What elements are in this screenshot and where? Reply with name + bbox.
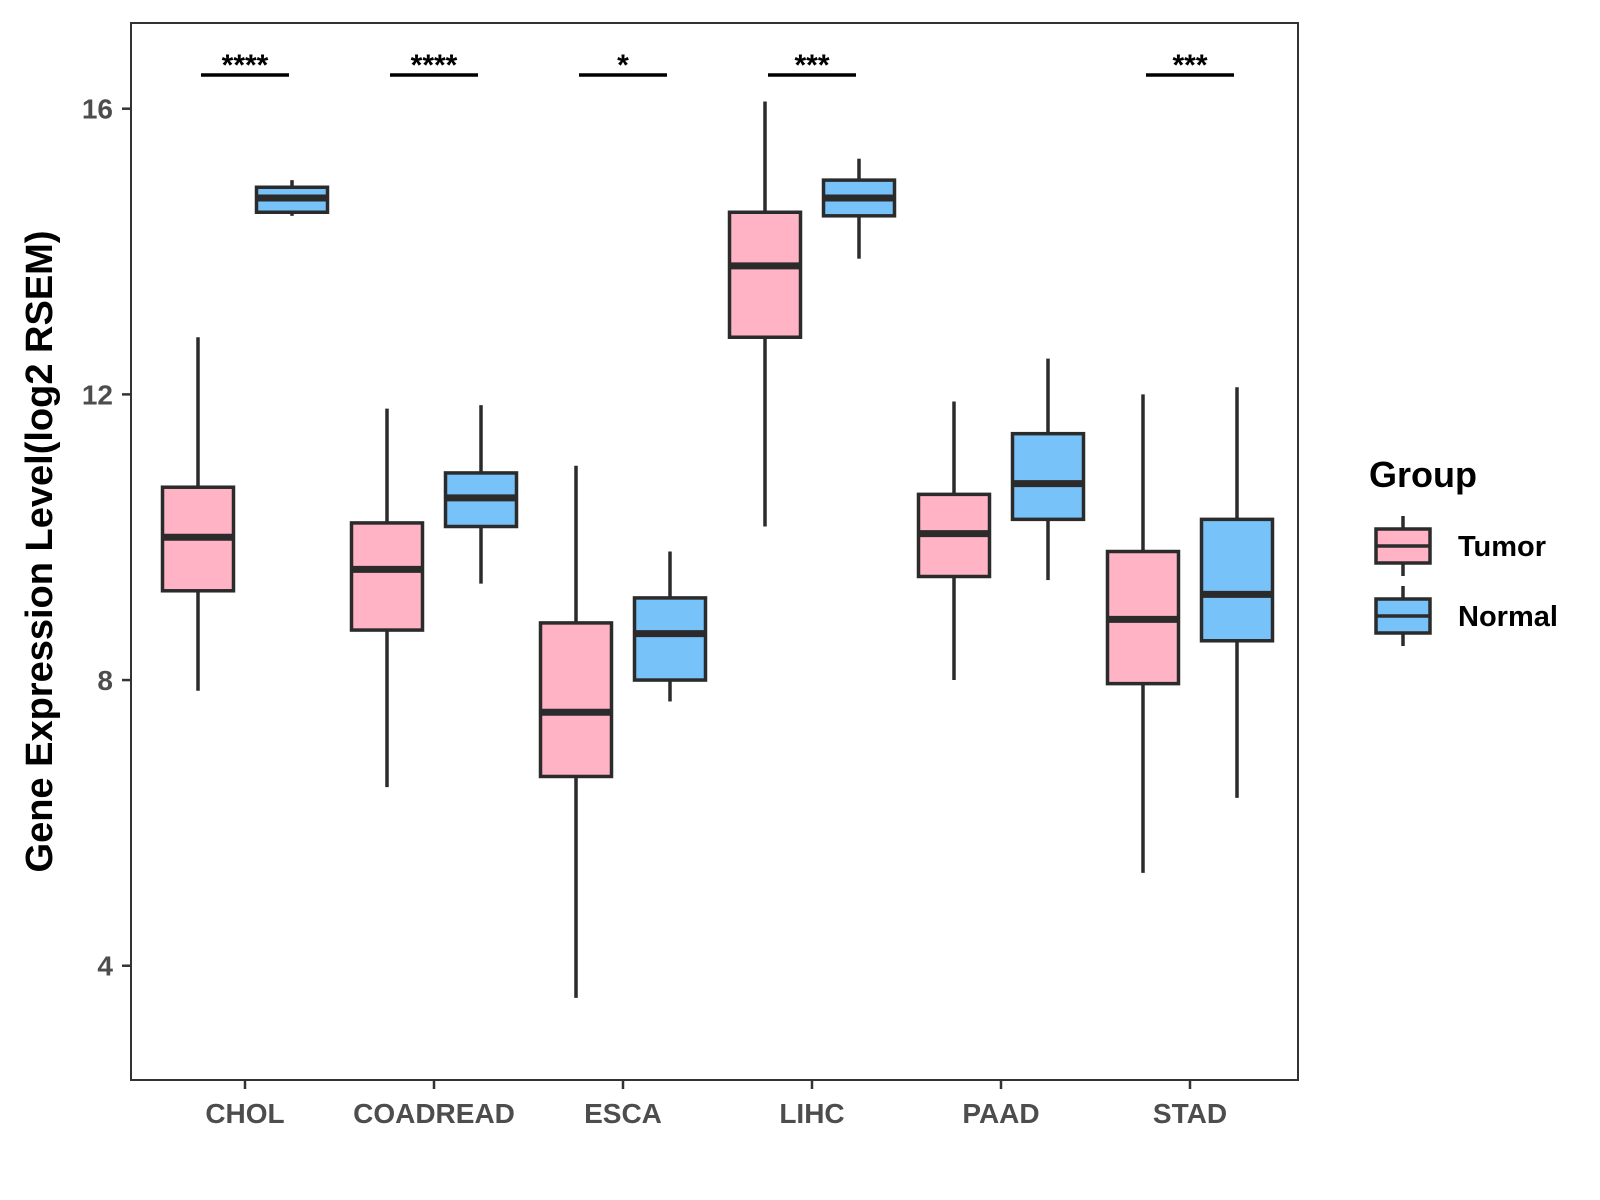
box-body	[349, 521, 425, 632]
legend-items: Tumor Normal	[1374, 516, 1558, 646]
boxes-layer	[160, 101, 1275, 998]
legend-item-normal: Normal	[1374, 586, 1558, 646]
box-normal-chol	[254, 180, 330, 216]
legend-item-tumor: Tumor	[1374, 516, 1546, 576]
box-normal-lihc	[821, 158, 897, 259]
significance-stad: ***	[1146, 49, 1234, 82]
significance-coadread: ****	[390, 49, 478, 82]
significance-esca: *	[579, 49, 667, 82]
box-tumor-chol	[160, 337, 236, 691]
box-body	[1010, 431, 1086, 522]
x-tick-label: COADREAD	[353, 1098, 515, 1129]
box-body	[632, 596, 708, 682]
significance-lihc: ***	[768, 49, 856, 82]
y-tick-label: 12	[82, 379, 113, 410]
legend-label: Tumor	[1458, 531, 1546, 563]
x-tick-label: STAD	[1153, 1098, 1227, 1129]
x-tick-label: LIHC	[779, 1098, 844, 1129]
box-body	[1199, 517, 1275, 643]
x-tick-label: PAAD	[962, 1098, 1039, 1129]
axis-layer: 4 8 12 16 CHOL COADREAD ESCA LIHC PAAD STAD	[82, 94, 1227, 1129]
legend: Group Tumor Normal	[1369, 454, 1558, 646]
box-tumor-coadread	[349, 408, 425, 788]
significance-label: *	[617, 49, 629, 82]
legend-title: Group	[1369, 454, 1477, 495]
box-tumor-stad	[1105, 394, 1181, 873]
box-normal-coadread	[443, 405, 519, 584]
box-body	[727, 210, 803, 339]
significance-chol: ****	[201, 49, 289, 82]
y-tick-label: 8	[97, 665, 113, 696]
y-tick-label: 16	[82, 94, 113, 125]
significance-label: ****	[222, 49, 269, 82]
significance-label: ***	[1172, 49, 1207, 82]
legend-label: Normal	[1458, 601, 1558, 633]
box-normal-paad	[1010, 358, 1086, 581]
significance-label: ***	[794, 49, 829, 82]
significance-layer: **** **** * *** ***	[201, 49, 1234, 82]
box-tumor-lihc	[727, 101, 803, 527]
box-tumor-esca	[538, 465, 614, 998]
x-tick-label: CHOL	[205, 1098, 284, 1129]
x-tick-label: ESCA	[584, 1098, 662, 1129]
box-normal-stad	[1199, 387, 1275, 798]
box-normal-esca	[632, 551, 708, 702]
plot-panel-border	[130, 22, 1299, 1081]
box-body	[538, 621, 614, 779]
box-tumor-paad	[916, 401, 992, 681]
y-tick-label: 4	[97, 951, 113, 982]
y-axis-label: Gene Expression Level(log2 RSEM)	[19, 231, 61, 873]
significance-label: ****	[411, 49, 458, 82]
